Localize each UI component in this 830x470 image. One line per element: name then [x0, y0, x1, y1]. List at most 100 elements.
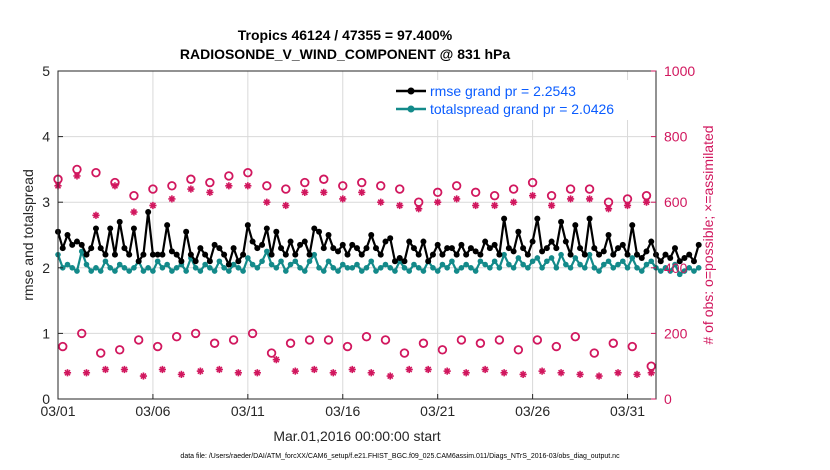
rmse-point	[596, 251, 603, 258]
obs-assimilated-stroke	[548, 202, 555, 209]
spread-point	[254, 265, 261, 271]
x-tick-label: 03/21	[420, 403, 455, 419]
spread-point	[510, 265, 517, 271]
rmse-point	[377, 251, 384, 258]
rmse-point	[695, 241, 702, 248]
obs-possible-marker	[281, 184, 291, 194]
spread-point	[221, 265, 227, 271]
obs-assimilated-stroke	[92, 212, 100, 219]
rmse-point	[529, 238, 536, 245]
obs-assimilated-stroke	[292, 368, 299, 375]
y-tick-label: 3	[42, 194, 50, 210]
rmse-point	[126, 251, 133, 258]
obs-possible-marker	[186, 174, 196, 184]
rmse-point	[643, 248, 650, 255]
obs-assimilated-marker	[576, 370, 584, 378]
spread-point	[112, 268, 118, 274]
obs-assimilated-marker	[614, 369, 622, 377]
chart-title-line1: Tropics 46124 / 47355 = 97.400%	[238, 27, 453, 43]
spread-point	[491, 258, 498, 265]
obs-assimilated-marker	[187, 185, 195, 193]
obs-assimilated-stroke	[444, 368, 451, 375]
spread-point	[629, 255, 636, 261]
obs-assimilated-marker	[158, 365, 167, 374]
rmse-point	[558, 218, 565, 225]
spread-point	[482, 261, 488, 268]
rmse-point	[301, 238, 308, 245]
rmse-point	[116, 218, 123, 225]
spread-point	[301, 268, 308, 274]
obs-assimilated-stroke	[168, 195, 175, 203]
rmse-point	[92, 225, 99, 232]
obs-assimilated-marker	[386, 372, 394, 380]
y2-axis-label: # of obs: o=possible; ×=assimilated	[700, 125, 716, 344]
rmse-point	[278, 245, 285, 252]
obs-assimilated-stroke	[387, 372, 394, 380]
spread-point	[159, 265, 166, 271]
obs-assimilated-marker	[529, 192, 537, 200]
rmse-point	[263, 225, 270, 232]
y2-tick-label: 0	[664, 391, 672, 407]
obs-assimilated-stroke	[453, 195, 460, 203]
obs-possible-marker	[285, 338, 296, 348]
spread-point	[430, 265, 436, 271]
rmse-point	[520, 245, 527, 252]
y2-tick-label: 1000	[664, 63, 695, 79]
obs-possible-marker	[243, 167, 253, 178]
x-tick-label: 03/11	[231, 403, 265, 419]
rmse-point	[667, 254, 674, 261]
rmse-point	[292, 251, 299, 258]
spread-point	[401, 265, 408, 271]
obs-assimilated-stroke	[206, 189, 213, 196]
obs-assimilated-marker	[82, 369, 91, 377]
rmse-point	[354, 245, 360, 252]
rmse-point	[107, 225, 114, 232]
obs-assimilated-marker	[462, 369, 470, 377]
spread-point	[154, 258, 161, 265]
spread-point	[150, 268, 156, 274]
rmse-point	[249, 238, 256, 245]
rmse-point	[97, 245, 104, 252]
plot-frame	[57, 70, 657, 400]
obs-assimilated-stroke	[425, 366, 432, 373]
obs-assimilated-stroke	[235, 369, 242, 376]
obs-possible-marker	[171, 331, 182, 342]
rmse-point	[690, 258, 697, 265]
obs-assimilated-marker	[481, 365, 489, 374]
spread-point	[74, 268, 80, 274]
rmse-point	[135, 258, 142, 265]
obs-possible-marker	[475, 338, 486, 348]
spread-point	[695, 265, 702, 271]
obs-assimilated-marker	[348, 365, 356, 374]
obs-assimilated-stroke	[301, 189, 308, 196]
rmse-point	[325, 232, 332, 238]
x-tick-label: 03/26	[515, 403, 550, 419]
spread-point	[548, 255, 555, 261]
rmse-point	[600, 248, 607, 255]
spread-point	[558, 251, 564, 258]
rmse-point	[164, 222, 171, 229]
rmse-point	[225, 261, 232, 268]
obs-assimilated-marker	[263, 198, 271, 206]
spread-point	[468, 265, 474, 271]
rmse-point	[358, 251, 365, 258]
obs-assimilated-marker	[196, 367, 204, 375]
spread-point	[444, 265, 450, 271]
spread-point	[676, 271, 683, 278]
obs-possible-marker	[167, 181, 177, 191]
rmse-point	[657, 258, 664, 265]
rmse-point	[477, 251, 484, 258]
y-tick-label: 1	[42, 325, 50, 341]
spread-point	[615, 261, 621, 268]
rmse-point	[543, 245, 550, 252]
obs-assimilated-stroke	[102, 366, 109, 373]
spread-point	[563, 261, 569, 268]
obs-assimilated-stroke	[83, 369, 90, 376]
obs-possible-marker	[228, 335, 239, 345]
spread-point	[226, 268, 232, 274]
rmse-point	[572, 222, 579, 229]
obs-assimilated-marker	[215, 365, 223, 374]
obs-assimilated-stroke	[501, 369, 508, 376]
obs-assimilated-marker	[358, 188, 366, 196]
obs-assimilated-stroke	[130, 208, 138, 216]
